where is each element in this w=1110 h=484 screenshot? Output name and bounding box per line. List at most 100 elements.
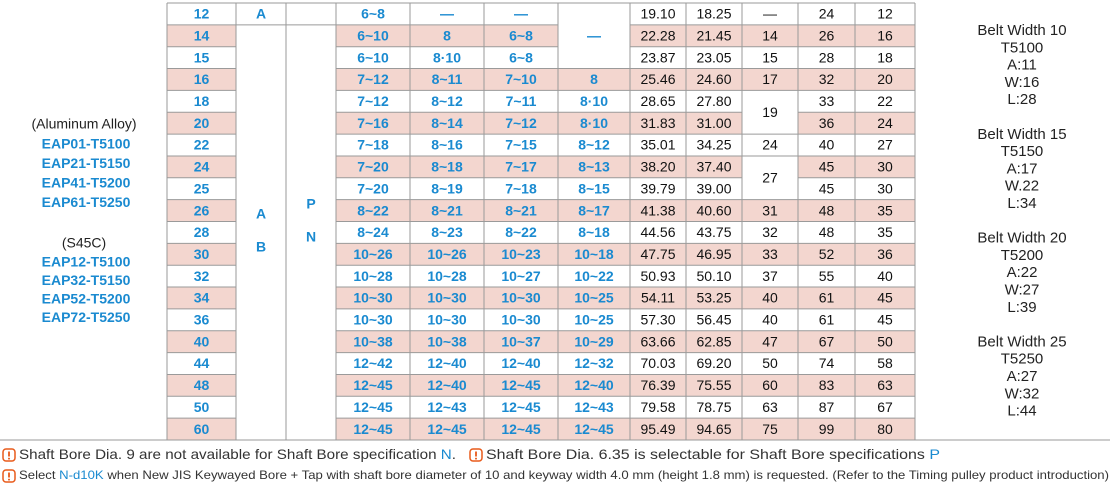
cell-bg: [484, 90, 558, 113]
cell-text: 45: [877, 312, 893, 328]
cell-bg: [558, 243, 630, 266]
cell-text: 24: [819, 6, 835, 22]
cell-text: 24: [194, 159, 210, 175]
cell-text: 28: [194, 224, 210, 240]
cell-bg: [336, 374, 410, 397]
cell-text: 18.25: [696, 6, 731, 22]
cell-bg: [855, 396, 915, 419]
cell-text: 8~22: [357, 202, 389, 218]
cell-text: 7~12: [357, 71, 389, 87]
cell-bg: [336, 243, 410, 266]
cell-bg: [630, 396, 686, 419]
cell-bg: [336, 46, 410, 69]
cell-bg: [558, 396, 630, 419]
cell-bg: [336, 330, 410, 353]
cell-text: 12~45: [501, 377, 541, 393]
cell-bg: [410, 3, 484, 25]
cell-bg: [410, 24, 484, 47]
cell-bg: [484, 265, 558, 288]
cell-bg: [167, 90, 236, 113]
material-label: (S45C): [62, 235, 106, 251]
cell-text: 7~12: [505, 115, 537, 131]
cell-bg: [558, 418, 630, 440]
cell-text: 30: [194, 246, 210, 262]
cell-text: 63: [877, 377, 893, 393]
cell-text: 12: [877, 6, 893, 22]
cell-bg: [286, 3, 336, 25]
cell-bg: [286, 24, 336, 440]
part-number: EAP72-T5250: [42, 309, 131, 325]
cell-bg: [798, 134, 855, 156]
cell-bg: [742, 24, 798, 47]
cell-text: 30: [877, 180, 893, 196]
cell-bg: [484, 68, 558, 91]
cell-text: 87: [819, 399, 835, 415]
cell-text: 36: [819, 115, 835, 131]
cell-text: 18: [877, 49, 893, 65]
cell-bg: [798, 287, 855, 309]
cell-bg: [798, 68, 855, 91]
cell-bg: [798, 155, 855, 178]
cell-text: 48: [819, 202, 835, 218]
cell-text: 58: [877, 355, 893, 371]
cell-bg: [686, 24, 742, 47]
cell-bg: [630, 265, 686, 288]
cell-text: 24: [762, 137, 778, 153]
cell-bg: [630, 352, 686, 375]
cell-bg: [558, 374, 630, 397]
cell-text: 15: [762, 49, 778, 65]
material-code: A: [256, 206, 266, 222]
part-number: EAP21-T5150: [42, 155, 131, 171]
cell-bg: [798, 177, 855, 200]
cell-text: 12: [194, 6, 210, 22]
cell-bg: [630, 243, 686, 266]
cell-text: 7~10: [505, 71, 537, 87]
cell-bg: [410, 177, 484, 200]
note-segment: Shaft Bore Dia. 9 are not available for …: [19, 446, 441, 462]
cell-text: 17: [762, 71, 778, 87]
cell-text: 7~18: [357, 137, 389, 153]
cell-text: 12~45: [353, 421, 393, 437]
cell-bg: [336, 134, 410, 156]
cell-bg: [484, 396, 558, 419]
cell-bg: [855, 308, 915, 331]
cell-bg: [558, 90, 630, 113]
cell-bg: [167, 112, 236, 135]
cell-bg: [336, 265, 410, 288]
belt-spec: L:34: [1007, 195, 1036, 212]
cell-bg: [410, 134, 484, 156]
cell-bg: [410, 265, 484, 288]
cell-bg: [336, 112, 410, 135]
cell-text: 35.01: [640, 137, 675, 153]
cell-bg: [167, 243, 236, 266]
belt-title: Belt Width 25: [977, 333, 1066, 350]
cell-text: 35: [877, 224, 893, 240]
cell-text: 8~17: [578, 202, 610, 218]
cell-text: 27: [877, 137, 893, 153]
cell-text: 10~30: [353, 290, 393, 306]
cell-text: 8~18: [578, 224, 610, 240]
cell-text: 33: [819, 93, 835, 109]
cell-text: 36: [194, 312, 210, 328]
cell-bg: [484, 374, 558, 397]
cell-bg: [484, 134, 558, 156]
cell-text: 10~23: [501, 246, 541, 262]
cell-bg: [167, 24, 236, 47]
cell-text: 67: [877, 399, 893, 415]
cell-bg: [484, 418, 558, 440]
cell-bg: [742, 134, 798, 156]
cell-bg: [336, 418, 410, 440]
cell-bg: [798, 308, 855, 331]
cell-text: 50: [194, 399, 210, 415]
cell-bg: [336, 90, 410, 113]
cell-text: 22: [877, 93, 893, 109]
cell-bg: [336, 199, 410, 222]
cell-text: 23.87: [640, 49, 675, 65]
cell-text: 8~22: [505, 224, 537, 240]
cell-bg: [686, 112, 742, 135]
cell-text: 27: [762, 170, 778, 186]
part-number: EAP61-T5250: [42, 194, 131, 210]
cell-text: 12~45: [574, 421, 614, 437]
bore-type: N: [306, 229, 316, 245]
cell-text: 63: [762, 399, 778, 415]
